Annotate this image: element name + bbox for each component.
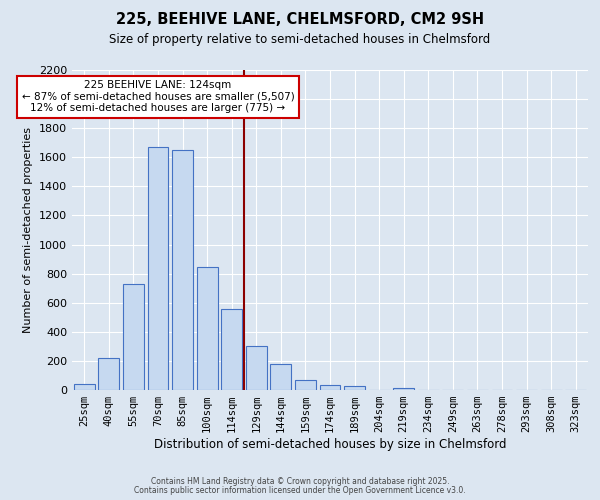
Bar (172, 150, 193, 390)
Text: Size of property relative to semi-detached houses in Chelmsford: Size of property relative to semi-detach… (109, 32, 491, 46)
Text: 225 BEEHIVE LANE: 124sqm
← 87% of semi-detached houses are smaller (5,507)
12% o: 225 BEEHIVE LANE: 124sqm ← 87% of semi-d… (22, 80, 295, 114)
Bar (271, 364, 292, 390)
Bar (74, 384, 95, 390)
Bar (393, 388, 414, 390)
Bar (123, 284, 144, 390)
Text: Contains public sector information licensed under the Open Government Licence v3: Contains public sector information licen… (134, 486, 466, 495)
Bar (148, 147, 169, 390)
Y-axis label: Number of semi-detached properties: Number of semi-detached properties (23, 127, 34, 333)
Bar (320, 385, 340, 390)
Text: Contains HM Land Registry data © Crown copyright and database right 2025.: Contains HM Land Registry data © Crown c… (151, 477, 449, 486)
Bar (197, 267, 218, 390)
X-axis label: Distribution of semi-detached houses by size in Chelmsford: Distribution of semi-detached houses by … (154, 438, 506, 451)
Bar (98, 358, 119, 390)
Bar (344, 386, 365, 390)
Bar (246, 346, 267, 390)
Bar (221, 308, 242, 390)
Bar (295, 380, 316, 390)
Text: 225, BEEHIVE LANE, CHELMSFORD, CM2 9SH: 225, BEEHIVE LANE, CHELMSFORD, CM2 9SH (116, 12, 484, 28)
